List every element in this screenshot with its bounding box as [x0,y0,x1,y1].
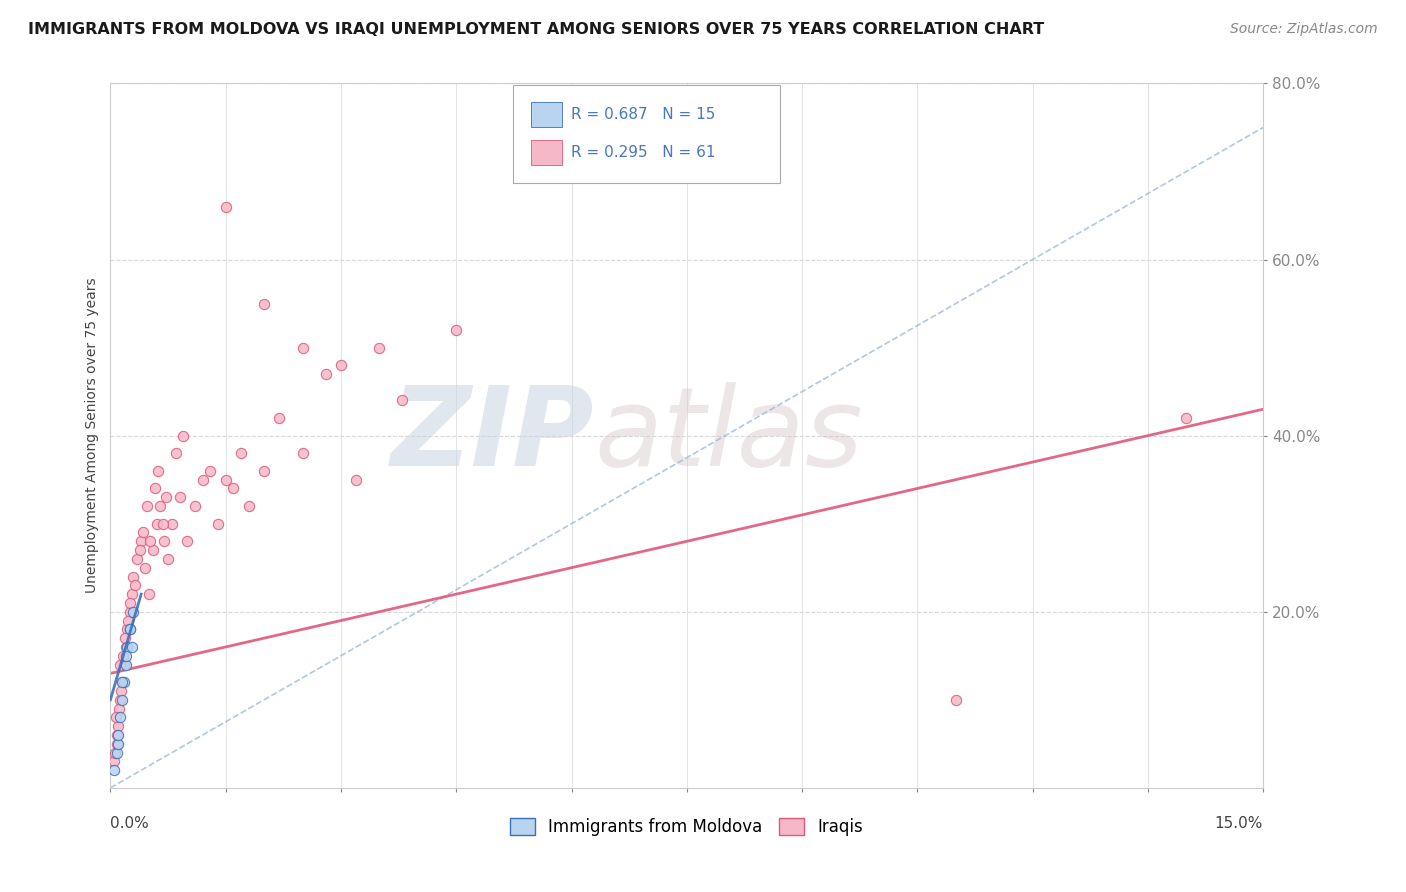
Point [117,623,139,637]
Point [128,543,150,558]
Point [330,358,353,372]
Point [121,587,143,601]
Point [108,710,131,724]
Point [253,464,276,478]
Point [184,499,207,513]
Point [121,640,143,654]
Point [368,341,391,355]
Point [122,605,145,619]
Point [215,473,238,487]
Point [112,648,135,663]
Point [391,393,413,408]
Point [160,516,183,531]
Point [291,446,314,460]
Point [131,525,153,540]
Point [114,648,136,663]
Point [107,719,129,733]
Y-axis label: Unemployment Among Seniors over 75 years: Unemployment Among Seniors over 75 years [86,277,100,593]
Point [112,675,135,690]
Text: R = 0.687   N = 15: R = 0.687 N = 15 [571,107,716,121]
Point [152,516,174,531]
Point [111,693,134,707]
Point [110,684,132,698]
Point [103,763,125,777]
Point [117,640,139,654]
Point [142,543,165,558]
Point [176,534,198,549]
Point [108,693,131,707]
Point [157,552,180,566]
Point [118,605,141,619]
Text: IMMIGRANTS FROM MOLDOVA VS IRAQI UNEMPLOYMENT AMONG SENIORS OVER 75 YEARS CORREL: IMMIGRANTS FROM MOLDOVA VS IRAQI UNEMPLO… [28,22,1045,37]
Text: R = 0.295   N = 61: R = 0.295 N = 61 [571,145,716,160]
Legend: Immigrants from Moldova, Iraqis: Immigrants from Moldova, Iraqis [503,812,870,843]
Point [172,428,194,442]
Point [169,490,191,504]
Point [191,473,214,487]
Point [104,746,127,760]
Point [945,693,967,707]
Point [315,367,337,381]
Point [138,587,160,601]
Point [105,728,128,742]
Point [108,701,131,715]
Point [146,464,169,478]
Point [269,411,291,425]
Point [1175,411,1198,425]
Text: atlas: atlas [595,382,863,489]
Point [118,623,141,637]
Point [129,534,152,549]
Point [107,737,129,751]
Point [111,675,134,690]
Point [215,200,238,214]
Text: ZIP: ZIP [391,382,595,489]
Point [127,552,149,566]
Point [114,640,136,654]
Point [105,737,128,751]
Point [107,728,129,742]
Point [111,675,134,690]
Point [134,560,156,574]
Point [155,490,177,504]
Point [200,464,222,478]
Point [114,631,136,645]
Point [207,516,229,531]
Point [122,569,145,583]
Text: 15.0%: 15.0% [1215,816,1263,831]
Point [118,623,141,637]
Point [291,341,314,355]
Point [114,657,136,672]
Point [110,657,132,672]
Point [124,578,146,592]
Point [165,446,187,460]
Point [145,516,167,531]
Text: 0.0%: 0.0% [111,816,149,831]
Point [104,710,127,724]
Point [103,755,125,769]
Text: Source: ZipAtlas.com: Source: ZipAtlas.com [1230,22,1378,37]
Point [117,614,139,628]
Point [136,499,159,513]
Point [149,499,172,513]
Point [344,473,367,487]
Point [153,534,176,549]
Point [229,446,252,460]
Point [253,296,276,310]
Point [444,323,467,337]
Point [112,657,135,672]
Point [143,482,166,496]
Point [139,534,162,549]
Point [120,596,142,610]
Point [222,482,245,496]
Point [238,499,260,513]
Point [105,746,128,760]
